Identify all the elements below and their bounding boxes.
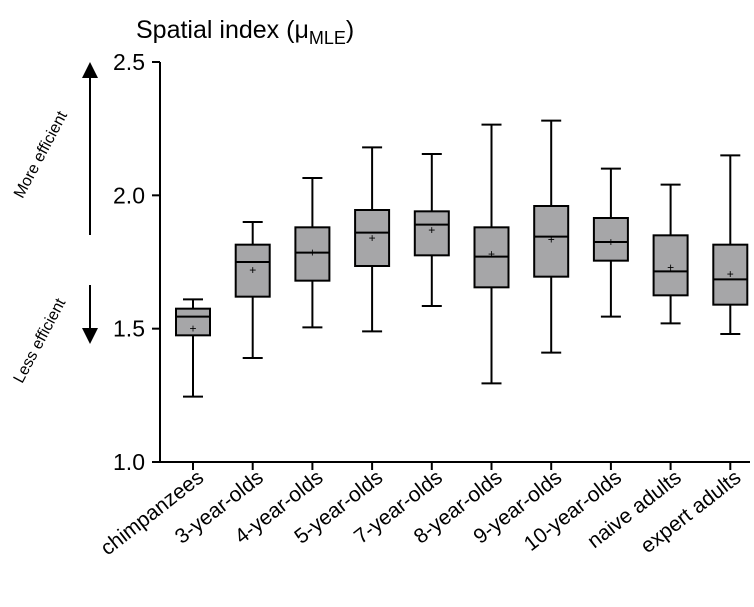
box-6 [533,205,570,278]
box-7 [592,217,629,262]
mean-marker-9: + [727,267,734,281]
mean-marker-8: + [667,260,674,274]
mean-marker-0: + [189,322,196,336]
box-3 [354,209,391,267]
mean-marker-5: + [488,247,495,261]
y-tick-label-1: 1.5 [113,316,145,342]
chart-title-main: Spatial index ( [136,16,295,44]
box-8 [652,234,689,297]
box-1 [234,243,271,298]
efficiency-annotations: More efficient Less efficient [11,62,98,386]
box-0 [175,307,211,337]
box-4 [413,210,450,257]
chart-title-mu: μ [294,16,308,44]
mean-marker-2: + [309,246,316,260]
y-tick-label-3: 2.5 [113,49,145,75]
axes: 1.01.52.02.5chimpanzees3-year-olds4-year… [96,49,750,560]
mean-marker-4: + [428,223,435,237]
less-efficient-label: Less efficient [11,295,70,386]
chart-title-subscript: MLE [309,28,346,48]
y-tick-label-2: 2.0 [113,182,145,208]
more-efficient-label: More efficient [11,108,71,201]
mean-marker-7: + [607,235,614,249]
mean-marker-3: + [369,231,376,245]
chart-title-close: ) [346,16,354,44]
svg-text:Spatial index (μMLE): Spatial index (μMLE) [136,16,354,48]
box-2 [294,226,331,282]
box-9 [712,243,749,306]
mean-marker-1: + [249,263,256,277]
chart-title: Spatial index (μMLE) [136,16,354,48]
plot-area: + + + + + + + + + + [175,119,749,398]
y-tick-label-0: 1.0 [113,449,145,475]
mean-marker-6: + [548,232,555,246]
x-tick-label-0: chimpanzees [96,466,208,560]
